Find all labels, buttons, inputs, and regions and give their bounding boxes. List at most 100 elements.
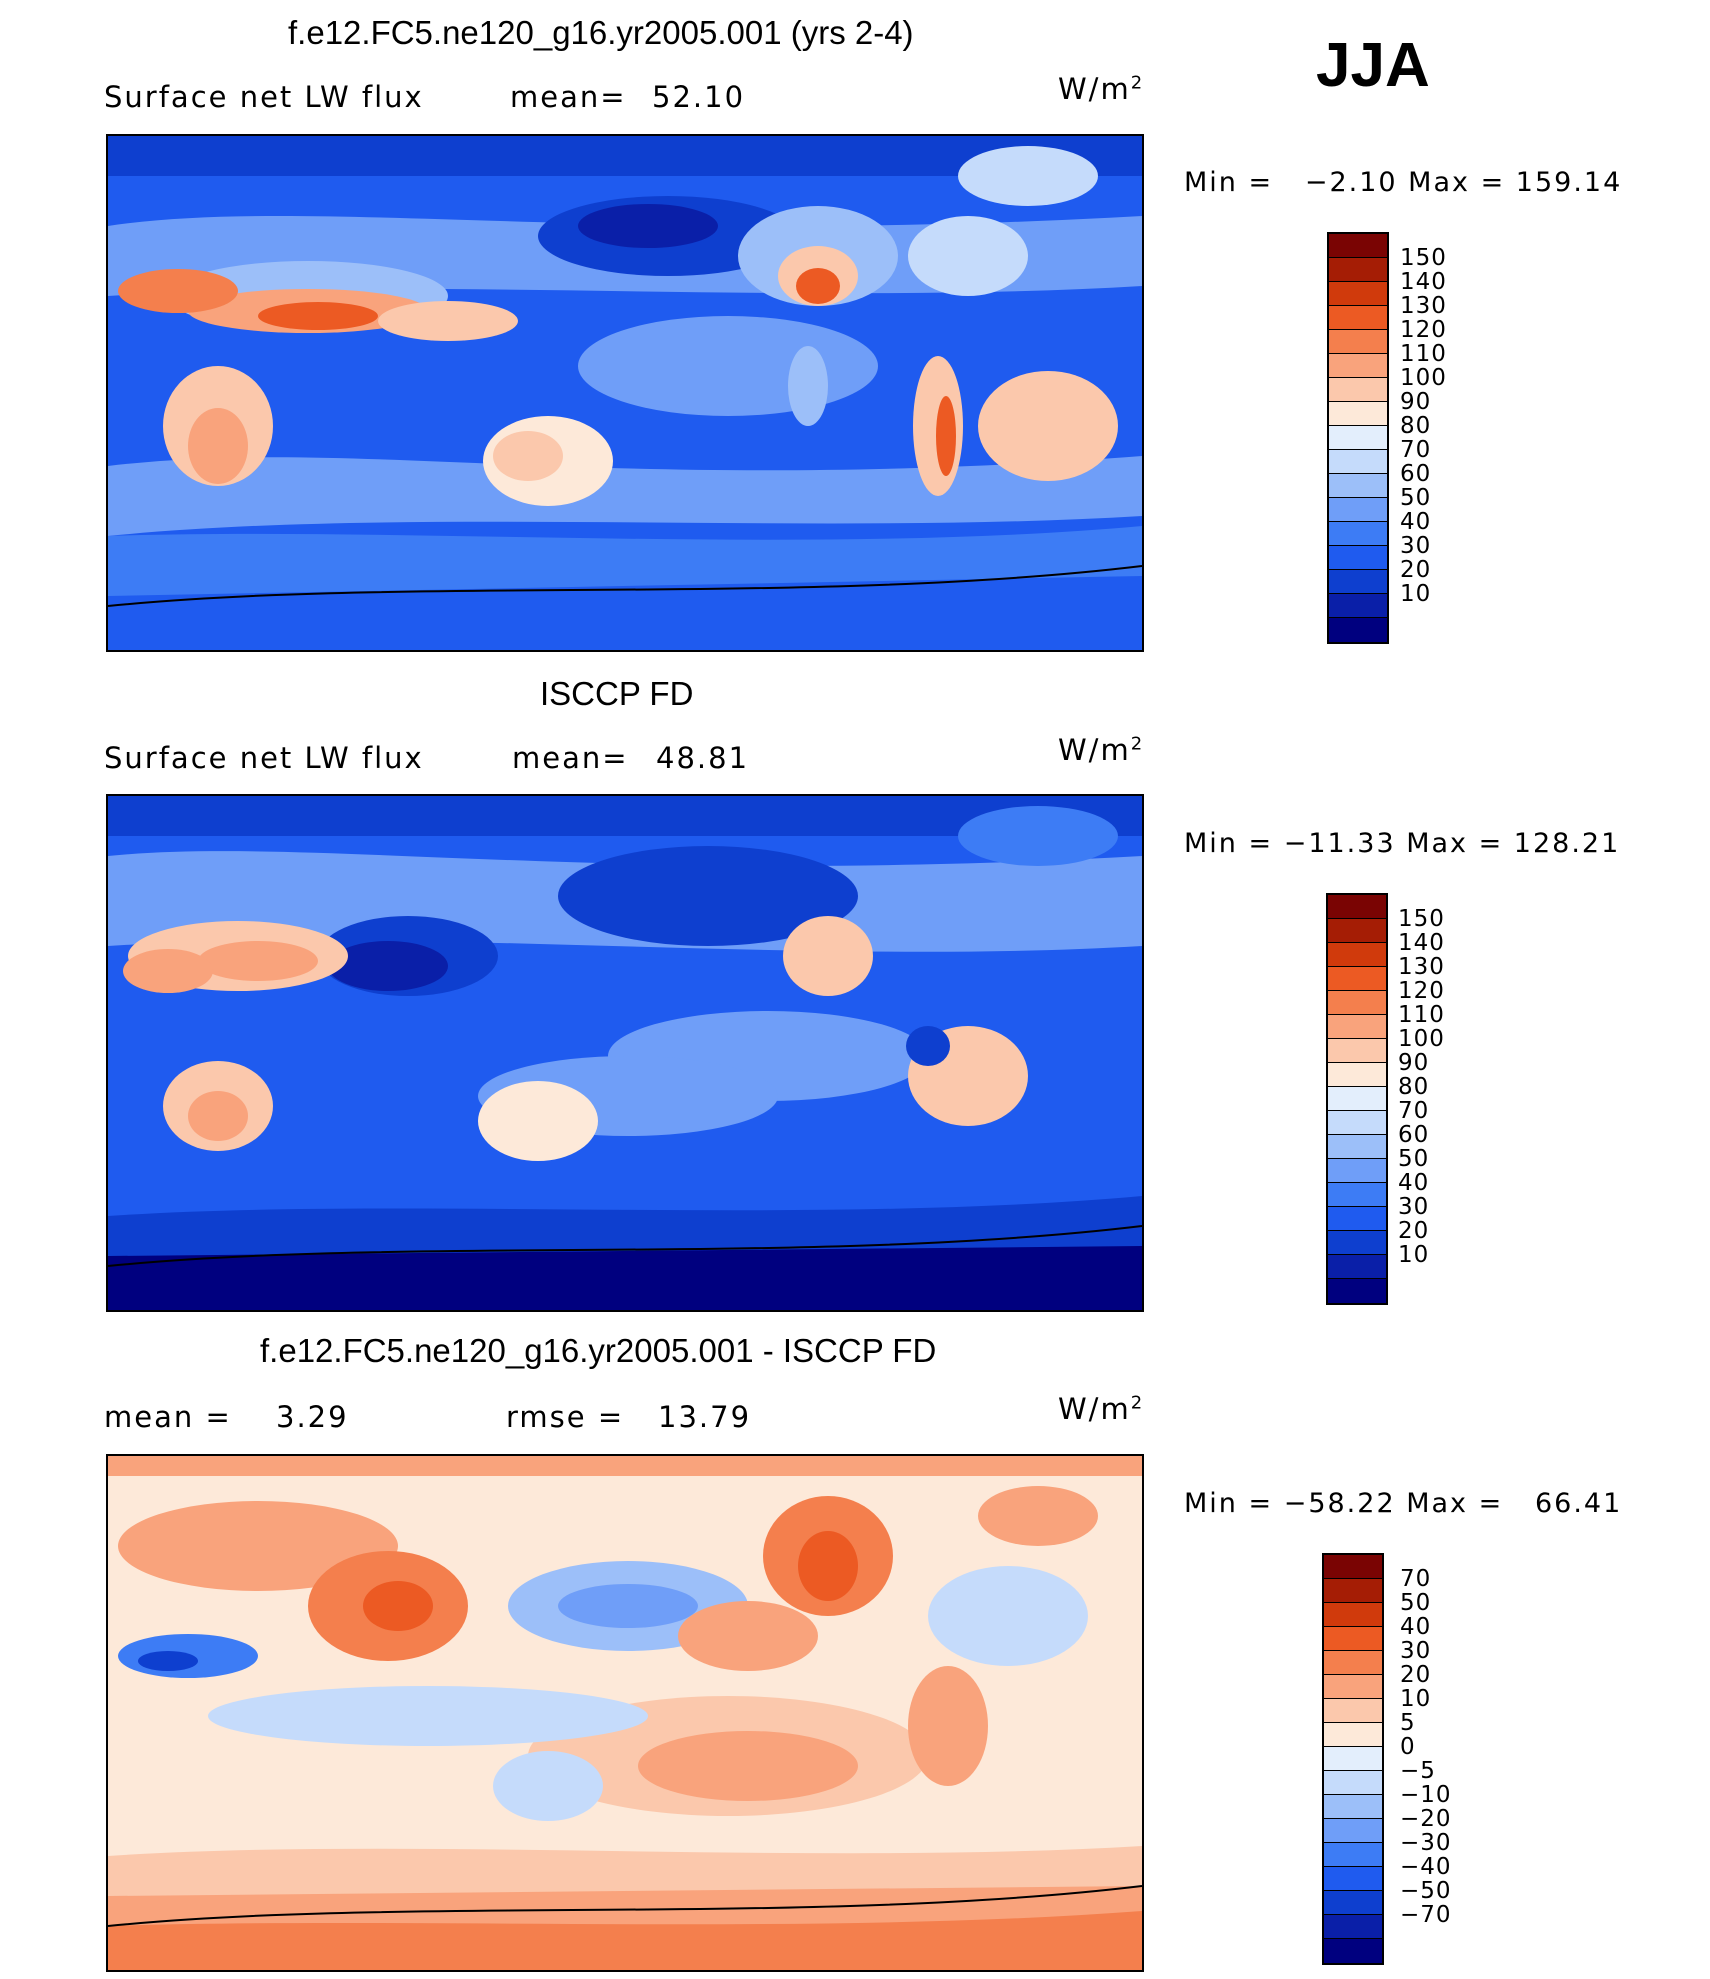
model-colorbar-swatch: [1329, 522, 1387, 546]
diff-colorbar-swatch: [1324, 1819, 1382, 1843]
model-mean-value: 52.10: [652, 80, 746, 114]
model-colorbar-label: 100: [1400, 365, 1447, 391]
obs-colorbar-swatch: [1328, 1111, 1386, 1135]
model-colorbar-swatch: [1329, 474, 1387, 498]
obs-colorbar-swatch: [1328, 919, 1386, 943]
obs-colorbar-swatch: [1328, 1135, 1386, 1159]
obs-colorbar-label: 110: [1398, 1002, 1445, 1028]
model-colorbar-label: 130: [1400, 293, 1447, 319]
obs-variable-label: Surface net LW flux: [104, 741, 424, 775]
diff-colorbar-label: 10: [1400, 1686, 1432, 1712]
obs-colorbar-swatch: [1328, 1063, 1386, 1087]
model-colorbar-swatch: [1329, 330, 1387, 354]
model-mean-label: mean=: [510, 80, 627, 114]
model-colorbar-label: 20: [1400, 557, 1432, 583]
model-colorbar-swatch: [1329, 378, 1387, 402]
obs-colorbar-label: 70: [1398, 1098, 1430, 1124]
diff-colorbar-swatch: [1324, 1579, 1382, 1603]
diff-rmse-label: rmse =: [506, 1400, 625, 1434]
diff-colorbar-swatch: [1324, 1915, 1382, 1939]
model-colorbar-label: 30: [1400, 533, 1432, 559]
diff-colorbar-swatch: [1324, 1723, 1382, 1747]
obs-colorbar-label: 50: [1398, 1146, 1430, 1172]
diff-colorbar-label: −70: [1400, 1902, 1452, 1928]
diff-colorbar-swatch: [1324, 1843, 1382, 1867]
obs-colorbar-swatch: [1328, 1183, 1386, 1207]
diff-colorbar-label: −10: [1400, 1782, 1452, 1808]
diff-colorbar-label: 50: [1400, 1590, 1432, 1616]
diff-map: [106, 1454, 1144, 1972]
model-colorbar-swatch: [1329, 594, 1387, 618]
diff-colorbar-swatch: [1324, 1795, 1382, 1819]
obs-colorbar-label: 100: [1398, 1026, 1445, 1052]
diff-mean-label: mean =: [104, 1400, 232, 1434]
diff-rmse-value: 13.79: [658, 1400, 752, 1434]
model-colorbar-swatch: [1329, 618, 1387, 642]
obs-colorbar-label: 80: [1398, 1074, 1430, 1100]
obs-colorbar-label: 10: [1398, 1242, 1430, 1268]
diff-colorbar-swatch: [1324, 1867, 1382, 1891]
model-colorbar-swatch: [1329, 570, 1387, 594]
model-colorbar: [1327, 232, 1389, 644]
model-variable-label: Surface net LW flux: [104, 80, 424, 114]
diff-colorbar-label: 30: [1400, 1638, 1432, 1664]
diff-colorbar-swatch: [1324, 1699, 1382, 1723]
diff-colorbar-label: −40: [1400, 1854, 1452, 1880]
obs-colorbar-swatch: [1328, 1159, 1386, 1183]
obs-map: [106, 794, 1144, 1312]
diff-colorbar-swatch: [1324, 1555, 1382, 1579]
model-colorbar-label: 120: [1400, 317, 1447, 343]
obs-colorbar-swatch: [1328, 1207, 1386, 1231]
obs-colorbar-label: 90: [1398, 1050, 1430, 1076]
diff-colorbar-label: 0: [1400, 1734, 1416, 1760]
obs-panel-title: ISCCP FD: [540, 675, 694, 712]
model-colorbar-swatch: [1329, 426, 1387, 450]
season-label: JJA: [1316, 31, 1430, 100]
model-colorbar-label: 10: [1400, 581, 1432, 607]
diff-field: [108, 1456, 1142, 1970]
model-field: [108, 136, 1142, 650]
diff-panel-title: f.e12.FC5.ne120_g16.yr2005.001 - ISCCP F…: [260, 1332, 937, 1369]
diff-colorbar-label: −5: [1400, 1758, 1436, 1784]
model-colorbar-label: 140: [1400, 269, 1447, 295]
model-colorbar-swatch: [1329, 546, 1387, 570]
diff-colorbar-label: −30: [1400, 1830, 1452, 1856]
model-panel-title: f.e12.FC5.ne120_g16.yr2005.001 (yrs 2-4): [288, 14, 914, 51]
obs-colorbar-swatch: [1328, 1039, 1386, 1063]
model-colorbar-swatch: [1329, 282, 1387, 306]
obs-colorbar-swatch: [1328, 895, 1386, 919]
obs-colorbar-label: 140: [1398, 930, 1445, 956]
diff-colorbar-swatch: [1324, 1771, 1382, 1795]
obs-field: [108, 796, 1142, 1310]
model-colorbar-swatch: [1329, 402, 1387, 426]
model-colorbar-label: 90: [1400, 389, 1432, 415]
model-colorbar-label: 60: [1400, 461, 1432, 487]
model-colorbar-label: 70: [1400, 437, 1432, 463]
obs-mean-value: 48.81: [656, 741, 750, 775]
model-colorbar-swatch: [1329, 450, 1387, 474]
model-colorbar-label: 150: [1400, 245, 1447, 271]
obs-colorbar-swatch: [1328, 1015, 1386, 1039]
obs-colorbar-swatch: [1328, 1279, 1386, 1303]
diff-colorbar-swatch: [1324, 1627, 1382, 1651]
obs-colorbar-swatch: [1328, 1087, 1386, 1111]
obs-colorbar-label: 30: [1398, 1194, 1430, 1220]
model-colorbar-swatch: [1329, 354, 1387, 378]
diff-colorbar-swatch: [1324, 1603, 1382, 1627]
obs-colorbar-label: 60: [1398, 1122, 1430, 1148]
diff-units: W/m2: [1058, 1392, 1143, 1426]
diff-colorbar-label: 70: [1400, 1566, 1432, 1592]
model-colorbar-swatch: [1329, 234, 1387, 258]
obs-colorbar-label: 20: [1398, 1218, 1430, 1244]
obs-colorbar-swatch: [1328, 1231, 1386, 1255]
diff-colorbar-label: −50: [1400, 1878, 1452, 1904]
diff-colorbar-label: 40: [1400, 1614, 1432, 1640]
diff-mean-value: 3.29: [276, 1400, 349, 1434]
model-minmax: Min = −2.10 Max = 159.14: [1184, 167, 1623, 198]
diff-colorbar-label: 5: [1400, 1710, 1416, 1736]
diff-colorbar-label: −20: [1400, 1806, 1452, 1832]
diff-colorbar: [1322, 1553, 1384, 1965]
obs-colorbar-label: 130: [1398, 954, 1445, 980]
model-colorbar-swatch: [1329, 306, 1387, 330]
model-colorbar-swatch: [1329, 498, 1387, 522]
